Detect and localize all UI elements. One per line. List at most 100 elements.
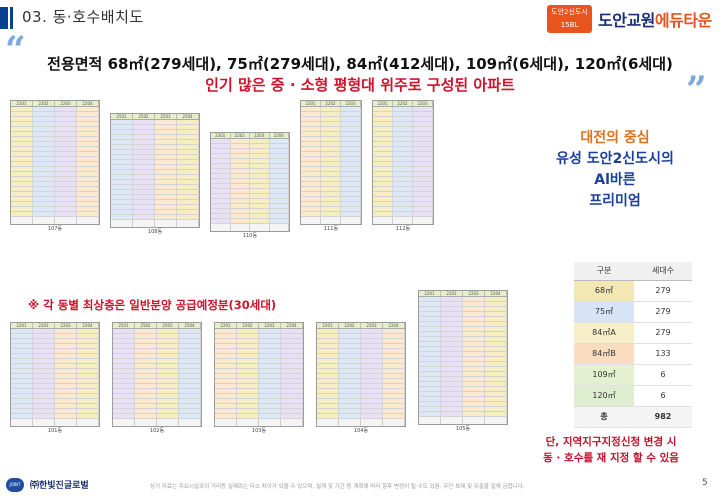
unit-cell [11,364,33,369]
unit-cell [55,384,77,389]
unit-cell [157,339,179,344]
unit-cell [133,140,155,145]
unit-cell [33,117,55,122]
unit-cell [269,194,289,199]
unit-cell [441,357,463,362]
unit-cell [259,389,281,394]
unit-cell [301,177,321,182]
unit-cell [237,379,259,384]
unit-cell [361,404,383,409]
unit-cell [11,344,33,349]
unit-cell [317,369,339,374]
unit-cell [179,399,201,404]
table-total-row: 총 982 [574,406,692,428]
unit-cell [77,202,99,207]
building-label: 102동 [149,428,165,434]
unit-cell [341,192,361,197]
unit-cell [441,377,463,382]
unit-cell [11,207,33,212]
floor-row [11,142,99,147]
unit-cell [215,404,237,409]
unit-cell [113,369,135,374]
floor-row [373,167,433,172]
unit-cell [321,212,341,217]
unit-cell [179,334,201,339]
unit-cell [485,357,507,362]
unit-cell [237,334,259,339]
unit-cell [11,157,33,162]
floor-row [301,182,361,187]
unit-cell [77,212,99,217]
unit-type-foot [77,419,99,426]
unit-cell [111,135,133,140]
unit-cell [55,329,77,334]
unit-cell [33,349,55,354]
unit-cell [393,142,413,147]
unit-cell [33,127,55,132]
unit-cell [33,182,55,187]
unit-cell [419,372,441,377]
floor-row [419,372,507,377]
unit-cell [11,167,33,172]
building-label: 111동 [323,226,339,232]
floor-row [419,342,507,347]
unit-cell [33,112,55,117]
floor-row [11,364,99,369]
unit-cell [55,122,77,127]
floor-row [211,139,289,144]
unit-cell [373,167,393,172]
floor-row [113,339,201,344]
unit-cell [157,369,179,374]
unit-type-cell: 68㎡ [574,280,634,302]
unit-cell [485,402,507,407]
floor-row [317,379,405,384]
unit-header-cell: 2203 [341,101,361,106]
unit-cell [373,172,393,177]
unit-header-cell: 2504 [177,114,199,119]
unit-cell [135,404,157,409]
unit-cell [215,389,237,394]
unit-cell [215,344,237,349]
unit-cell [463,327,485,332]
unit-header-cell: 2504 [179,323,201,328]
unit-cell [301,142,321,147]
unit-cell [341,122,361,127]
unit-cell [339,359,361,364]
unit-cell [485,397,507,402]
unit-cell [419,322,441,327]
unit-type-foot [77,217,99,224]
floor-row [11,162,99,167]
floor-row [11,414,99,419]
unit-cell [301,167,321,172]
unit-cell [301,202,321,207]
unit-cell [77,182,99,187]
unit-cell [269,149,289,154]
unit-cell [33,364,55,369]
unit-cell [250,204,270,209]
unit-cell [361,409,383,414]
floor-row [111,185,199,190]
unit-cell [55,414,77,419]
floor-row [11,107,99,112]
unit-cell [419,362,441,367]
unit-cell [33,157,55,162]
floor-row [111,195,199,200]
floor-row [111,120,199,125]
floor-row [113,354,201,359]
unit-cell [463,407,485,412]
unit-cell [11,394,33,399]
unit-cell [11,354,33,359]
floor-row [215,369,303,374]
unit-cell [230,164,250,169]
unit-cell [177,210,199,215]
floor-row [11,374,99,379]
unit-cell [11,112,33,117]
unit-cell [113,339,135,344]
unit-cell [281,344,303,349]
unit-cell [341,187,361,192]
unit-cell [179,394,201,399]
unit-cell [33,167,55,172]
unit-cell [155,160,177,165]
unit-cell [259,379,281,384]
unit-cell [33,384,55,389]
